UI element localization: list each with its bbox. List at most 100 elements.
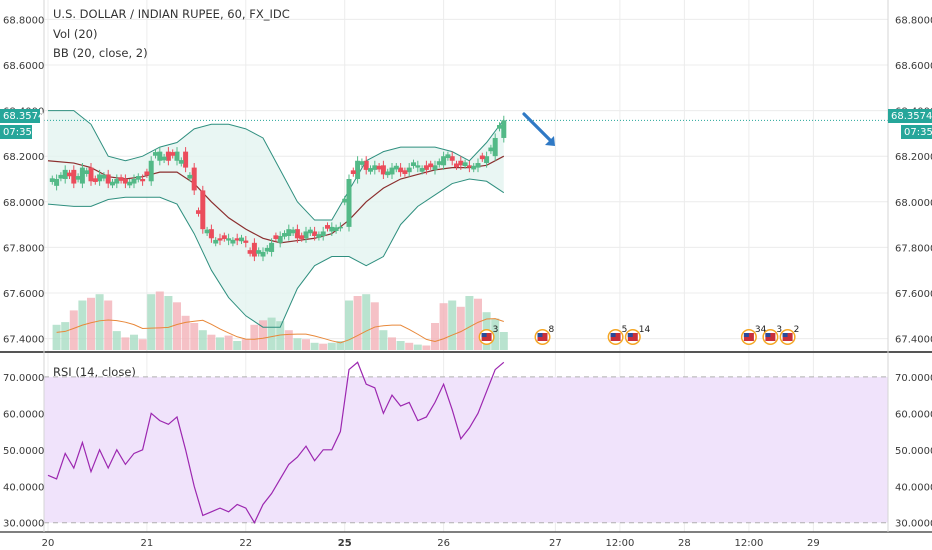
last-price-right: 68.3574 xyxy=(891,111,932,122)
volume-bar xyxy=(130,335,138,350)
candle-body xyxy=(364,161,369,170)
countdown-right: 07:35 xyxy=(904,127,932,138)
volume-bar xyxy=(233,341,241,350)
volume-bar xyxy=(422,346,430,351)
candle-body xyxy=(437,161,442,165)
candle-body xyxy=(476,163,481,168)
volume-bar xyxy=(414,345,422,350)
candle-body xyxy=(329,227,334,232)
volume-bar xyxy=(500,332,508,350)
candle-body xyxy=(381,165,386,174)
price-tick-right: 67.6000 xyxy=(895,289,932,300)
candle-body xyxy=(282,233,287,237)
candle-body xyxy=(93,178,98,182)
candle-body xyxy=(471,166,476,170)
candle-body xyxy=(67,173,72,177)
time-tick-label: 21 xyxy=(141,538,154,549)
candle-body xyxy=(50,178,55,182)
candle-body xyxy=(162,157,167,161)
volume-bar xyxy=(182,316,190,350)
candle-body xyxy=(269,243,274,252)
candle-body xyxy=(123,179,128,184)
volume-bar xyxy=(302,339,310,350)
event-count: 8 xyxy=(549,325,555,335)
price-tick-left: 67.8000 xyxy=(3,243,44,254)
candle-body xyxy=(359,161,364,165)
candle-body xyxy=(454,163,459,167)
volume-bar xyxy=(216,337,224,350)
time-tick-label: 29 xyxy=(807,538,820,549)
volume-bar xyxy=(448,301,456,351)
candle-body xyxy=(385,171,390,175)
volume-bar xyxy=(397,341,405,350)
price-tick-right: 67.8000 xyxy=(895,243,932,254)
candle-body xyxy=(153,152,158,156)
time-tick-label: 26 xyxy=(437,538,450,549)
candle-body xyxy=(149,161,154,182)
candle-body xyxy=(480,156,485,160)
candle-body xyxy=(407,168,412,173)
price-tick-left: 67.6000 xyxy=(3,289,44,300)
candle-body xyxy=(424,165,429,170)
candle-body xyxy=(342,199,347,203)
rsi-tick-right: 70.0000 xyxy=(895,373,932,384)
volume-bar xyxy=(147,294,155,350)
price-tick-left: 68.6000 xyxy=(3,61,44,72)
candle-body xyxy=(218,238,223,240)
candle-body xyxy=(312,231,317,236)
volume-bar xyxy=(268,318,276,350)
event-canton xyxy=(538,333,543,337)
rsi-tick-left: 50.0000 xyxy=(3,446,44,457)
candle-body xyxy=(338,227,343,229)
volume-bar xyxy=(405,343,413,350)
candle-body xyxy=(273,235,278,239)
price-tick-right: 67.4000 xyxy=(895,335,932,346)
candle-body xyxy=(230,240,235,244)
event-count: 3 xyxy=(493,325,499,335)
event-canton xyxy=(482,333,487,337)
time-tick-label: 12:00 xyxy=(605,538,634,549)
price-tick-left: 67.4000 xyxy=(3,335,44,346)
volume-bar xyxy=(285,330,293,350)
volume-bar xyxy=(328,343,336,350)
candle-body xyxy=(261,252,266,257)
candle-body xyxy=(291,230,296,234)
candle-body xyxy=(89,168,94,182)
candle-body xyxy=(200,190,205,229)
time-tick-label: 12:00 xyxy=(734,538,763,549)
price-tick-right: 68.8000 xyxy=(895,15,932,26)
candle-body xyxy=(166,152,171,161)
volume-bar xyxy=(431,323,439,350)
rsi-tick-right: 30.0000 xyxy=(895,519,932,530)
candle-body xyxy=(213,240,218,244)
candle-body xyxy=(355,161,360,179)
candle-body xyxy=(450,156,455,161)
volume-bar xyxy=(113,331,121,350)
candle-body xyxy=(175,152,180,161)
candle-body xyxy=(84,170,89,174)
candle-body xyxy=(377,166,382,170)
volume-bar xyxy=(440,303,448,350)
time-tick-label: 25 xyxy=(338,538,352,549)
time-tick-label: 27 xyxy=(549,538,562,549)
volume-bar xyxy=(457,307,465,350)
time-tick-label: 20 xyxy=(42,538,55,549)
volume-bar xyxy=(164,296,172,350)
candle-body xyxy=(205,230,210,234)
candle-body xyxy=(209,229,214,238)
candle-body xyxy=(54,179,59,186)
candle-body xyxy=(265,248,270,252)
candle-body xyxy=(58,175,63,179)
candle-body xyxy=(127,182,132,186)
candle-body xyxy=(256,250,261,254)
volume-bar xyxy=(388,337,396,350)
volume-bar xyxy=(173,302,181,350)
volume-bar xyxy=(293,338,301,350)
candle-body xyxy=(114,179,119,184)
candle-body xyxy=(488,148,493,152)
candle-body xyxy=(415,165,420,167)
volume-bar xyxy=(121,337,129,350)
price-tick-left: 68.8000 xyxy=(3,15,44,26)
time-tick-label: 22 xyxy=(239,538,252,549)
